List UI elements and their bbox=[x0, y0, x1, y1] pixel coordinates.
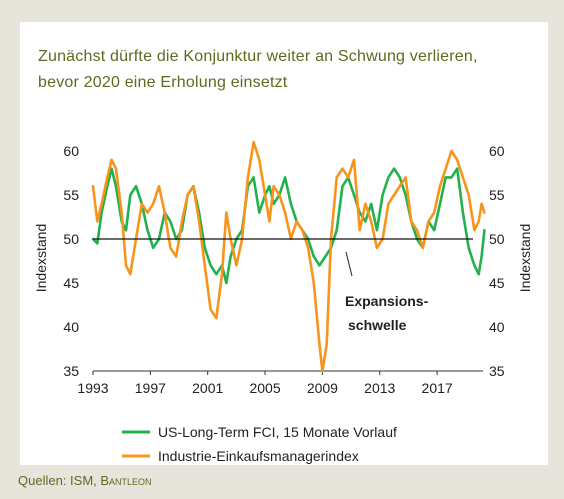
annotation-line-1: Expansions- bbox=[345, 293, 429, 309]
y-tick-label-right: 45 bbox=[489, 275, 505, 291]
x-tick-label: 1997 bbox=[135, 380, 166, 396]
y-tick-label-right: 60 bbox=[489, 143, 505, 159]
x-tick-label: 2001 bbox=[192, 380, 223, 396]
chart-title-line-1: Zunächst dürfte die Konjunktur weiter an… bbox=[38, 48, 478, 65]
source-note: Quellen: ISM, Bantleon bbox=[18, 473, 152, 488]
series-layer bbox=[91, 140, 486, 373]
y-tick-label-right: 35 bbox=[489, 363, 505, 379]
y-tick-label-right: 50 bbox=[489, 231, 505, 247]
legend-label-orange: Industrie-Einkaufsmanagerindex bbox=[158, 448, 359, 464]
chart-panel bbox=[20, 22, 548, 465]
y-tick-label-left: 40 bbox=[63, 319, 79, 335]
x-tick-label: 1993 bbox=[77, 380, 108, 396]
chart-title-line-2: bevor 2020 eine Erholung einsetzt bbox=[38, 74, 288, 91]
chart-title: Zunächst dürfte die Konjunktur weiter an… bbox=[38, 44, 538, 96]
y-tick-label-right: 55 bbox=[489, 187, 505, 203]
annotation-line-2: schwelle bbox=[348, 317, 407, 333]
y-tick-label-left: 45 bbox=[63, 275, 79, 291]
y-tick-label-left: 55 bbox=[63, 187, 79, 203]
source-brand: Bantleon bbox=[100, 473, 152, 488]
legend-label-green: US-Long-Term FCI, 15 Monate Vorlauf bbox=[158, 424, 397, 440]
annotation-pointer bbox=[345, 251, 353, 277]
y-tick-label-right: 40 bbox=[489, 319, 505, 335]
source-label: Quellen: ISM, bbox=[18, 473, 101, 488]
y-axis-label-right: Indexstand bbox=[517, 224, 533, 293]
x-tick-label: 2005 bbox=[249, 380, 280, 396]
axes-layer: 1993 1997 2001 2005 2009 2013 2017 35 35 40 40 45 45… bbox=[63, 143, 504, 396]
x-tick-label: 2009 bbox=[307, 380, 338, 396]
x-tick-label: 2017 bbox=[422, 380, 453, 396]
x-tick-label: 2013 bbox=[364, 380, 395, 396]
y-axis-label-left: Indexstand bbox=[33, 224, 49, 293]
y-tick-label-left: 35 bbox=[63, 363, 79, 379]
y-tick-label-left: 50 bbox=[63, 231, 79, 247]
y-tick-label-left: 60 bbox=[63, 143, 79, 159]
series-line-pmi bbox=[91, 140, 486, 373]
